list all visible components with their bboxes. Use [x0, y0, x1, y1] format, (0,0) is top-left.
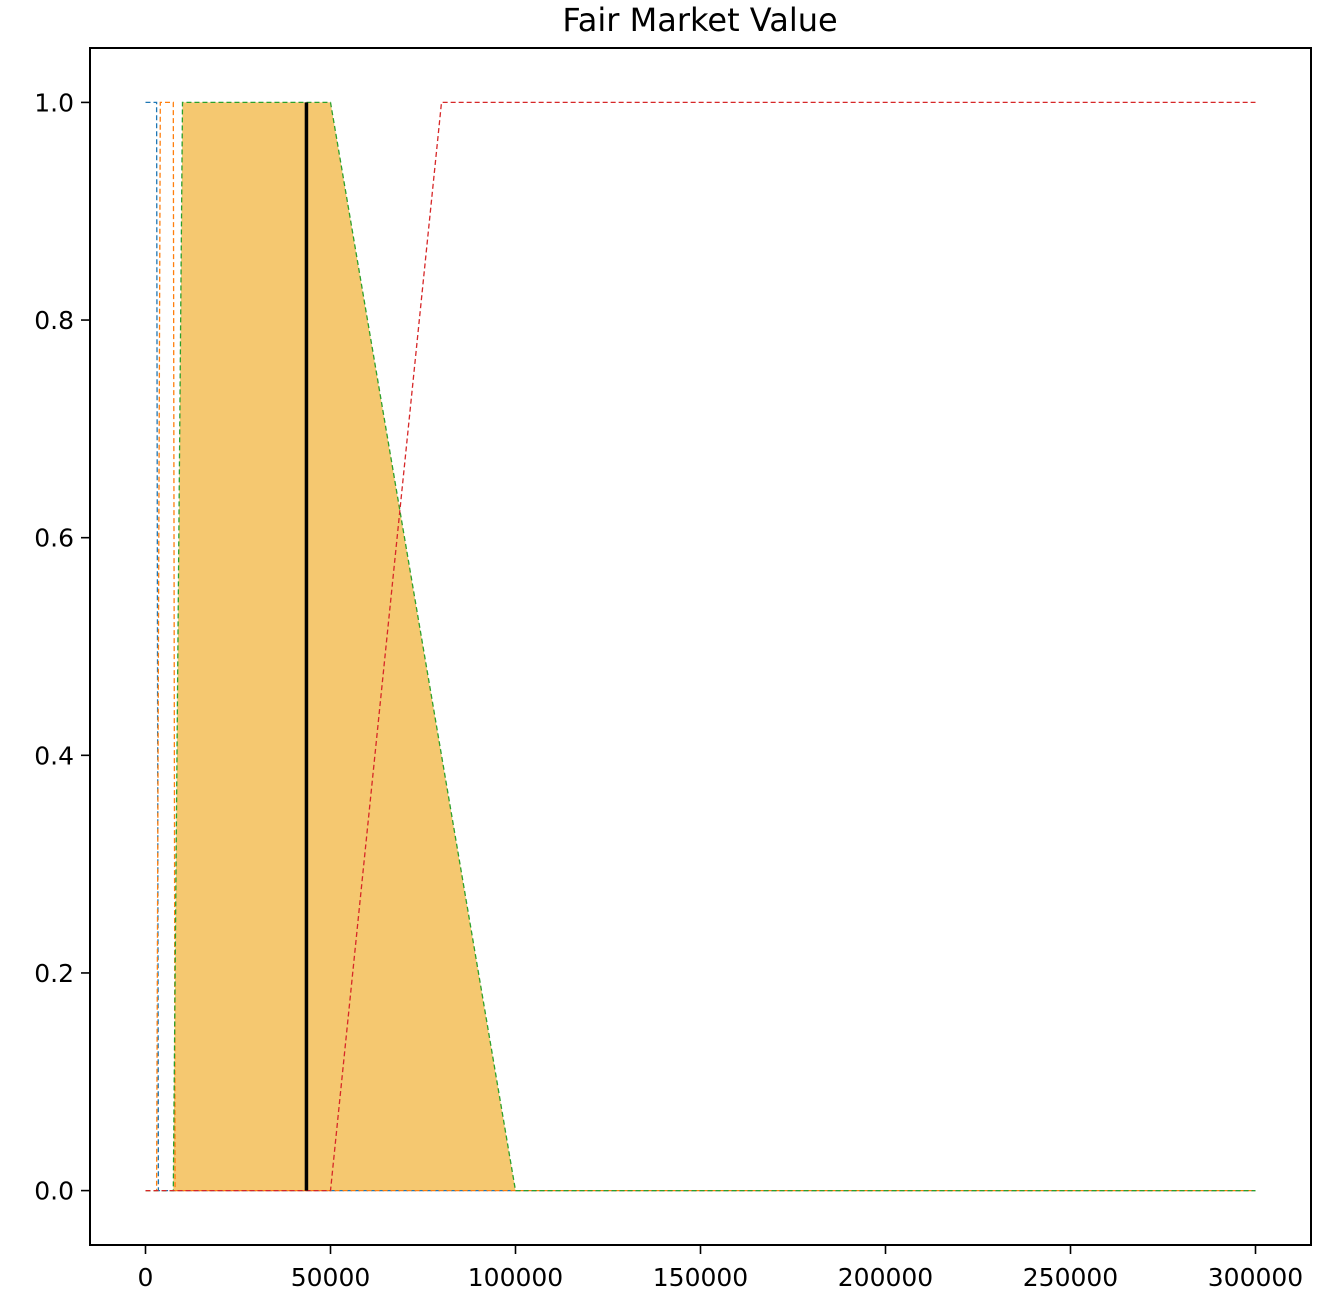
series-layer — [145, 101, 1256, 1192]
x-tick-label: 200000 — [838, 1263, 933, 1292]
x-axis: 0 50000 100000 150000 200000 250000 300000 — [138, 1245, 1303, 1292]
filled-area — [173, 102, 516, 1191]
x-tick-label: 250000 — [1023, 1263, 1118, 1292]
y-axis: 0.0 0.2 0.4 0.6 0.8 1.0 — [34, 88, 90, 1206]
chart-title: Fair Market Value — [562, 1, 837, 39]
fill-layer — [173, 102, 516, 1191]
y-tick-label: 0.6 — [34, 524, 74, 553]
x-tick-label: 50000 — [291, 1263, 371, 1292]
y-tick-label: 0.2 — [34, 959, 74, 988]
x-tick-label: 150000 — [653, 1263, 748, 1292]
y-tick-label: 1.0 — [34, 88, 74, 117]
series-line-4 — [145, 101, 1256, 1192]
y-tick-label: 0.0 — [34, 1177, 74, 1206]
y-tick-label: 0.4 — [34, 741, 74, 770]
y-tick-label: 0.8 — [34, 306, 74, 335]
series-line-3 — [145, 101, 1256, 1192]
x-tick-label: 0 — [138, 1263, 154, 1292]
x-tick-label: 100000 — [468, 1263, 563, 1292]
x-tick-label: 300000 — [1208, 1263, 1303, 1292]
series-line-1 — [145, 101, 1256, 1192]
